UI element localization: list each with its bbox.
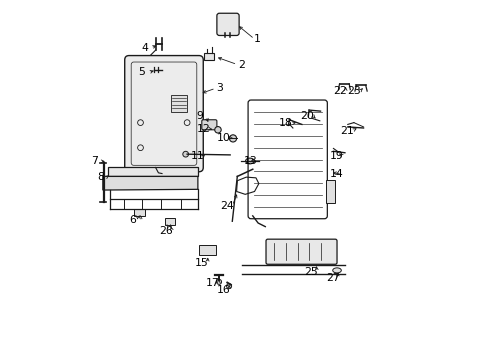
Text: 26: 26 xyxy=(159,226,172,236)
Text: 20: 20 xyxy=(300,111,314,121)
Ellipse shape xyxy=(245,158,254,164)
Text: 7: 7 xyxy=(91,156,98,166)
Text: 8: 8 xyxy=(97,172,103,182)
Text: 9: 9 xyxy=(196,111,203,121)
Text: 5: 5 xyxy=(138,67,145,77)
Polygon shape xyxy=(102,176,198,190)
Circle shape xyxy=(214,127,221,133)
Text: 24: 24 xyxy=(220,201,233,211)
FancyBboxPatch shape xyxy=(202,120,217,130)
Text: 1: 1 xyxy=(253,34,260,44)
Bar xyxy=(325,180,335,203)
FancyBboxPatch shape xyxy=(265,239,336,264)
Circle shape xyxy=(216,279,221,284)
Bar xyxy=(171,95,187,112)
Circle shape xyxy=(226,284,231,289)
Text: 14: 14 xyxy=(329,168,343,179)
Circle shape xyxy=(162,172,167,177)
Text: 13: 13 xyxy=(243,156,257,166)
Text: 3: 3 xyxy=(216,83,223,93)
Text: 6: 6 xyxy=(129,215,136,225)
Text: 27: 27 xyxy=(325,273,339,283)
FancyBboxPatch shape xyxy=(124,55,203,172)
Text: 23: 23 xyxy=(346,86,360,96)
Text: 22: 22 xyxy=(332,86,346,96)
Text: 19: 19 xyxy=(329,150,343,161)
Ellipse shape xyxy=(332,268,341,273)
FancyBboxPatch shape xyxy=(217,13,239,36)
Text: 15: 15 xyxy=(195,258,208,268)
Text: 18: 18 xyxy=(279,118,292,128)
Text: 17: 17 xyxy=(205,278,219,288)
Circle shape xyxy=(229,135,236,142)
Text: 12: 12 xyxy=(196,124,210,134)
Text: 25: 25 xyxy=(304,267,317,277)
Bar xyxy=(134,210,144,216)
Bar xyxy=(204,53,214,59)
Text: 2: 2 xyxy=(238,59,244,69)
Text: 4: 4 xyxy=(142,43,148,53)
Text: 16: 16 xyxy=(216,285,230,295)
Text: 10: 10 xyxy=(217,133,230,143)
Circle shape xyxy=(183,151,188,157)
Text: 11: 11 xyxy=(191,150,204,161)
Polygon shape xyxy=(108,167,198,176)
Bar xyxy=(198,245,215,255)
Bar xyxy=(164,219,175,225)
Text: 21: 21 xyxy=(340,126,353,135)
